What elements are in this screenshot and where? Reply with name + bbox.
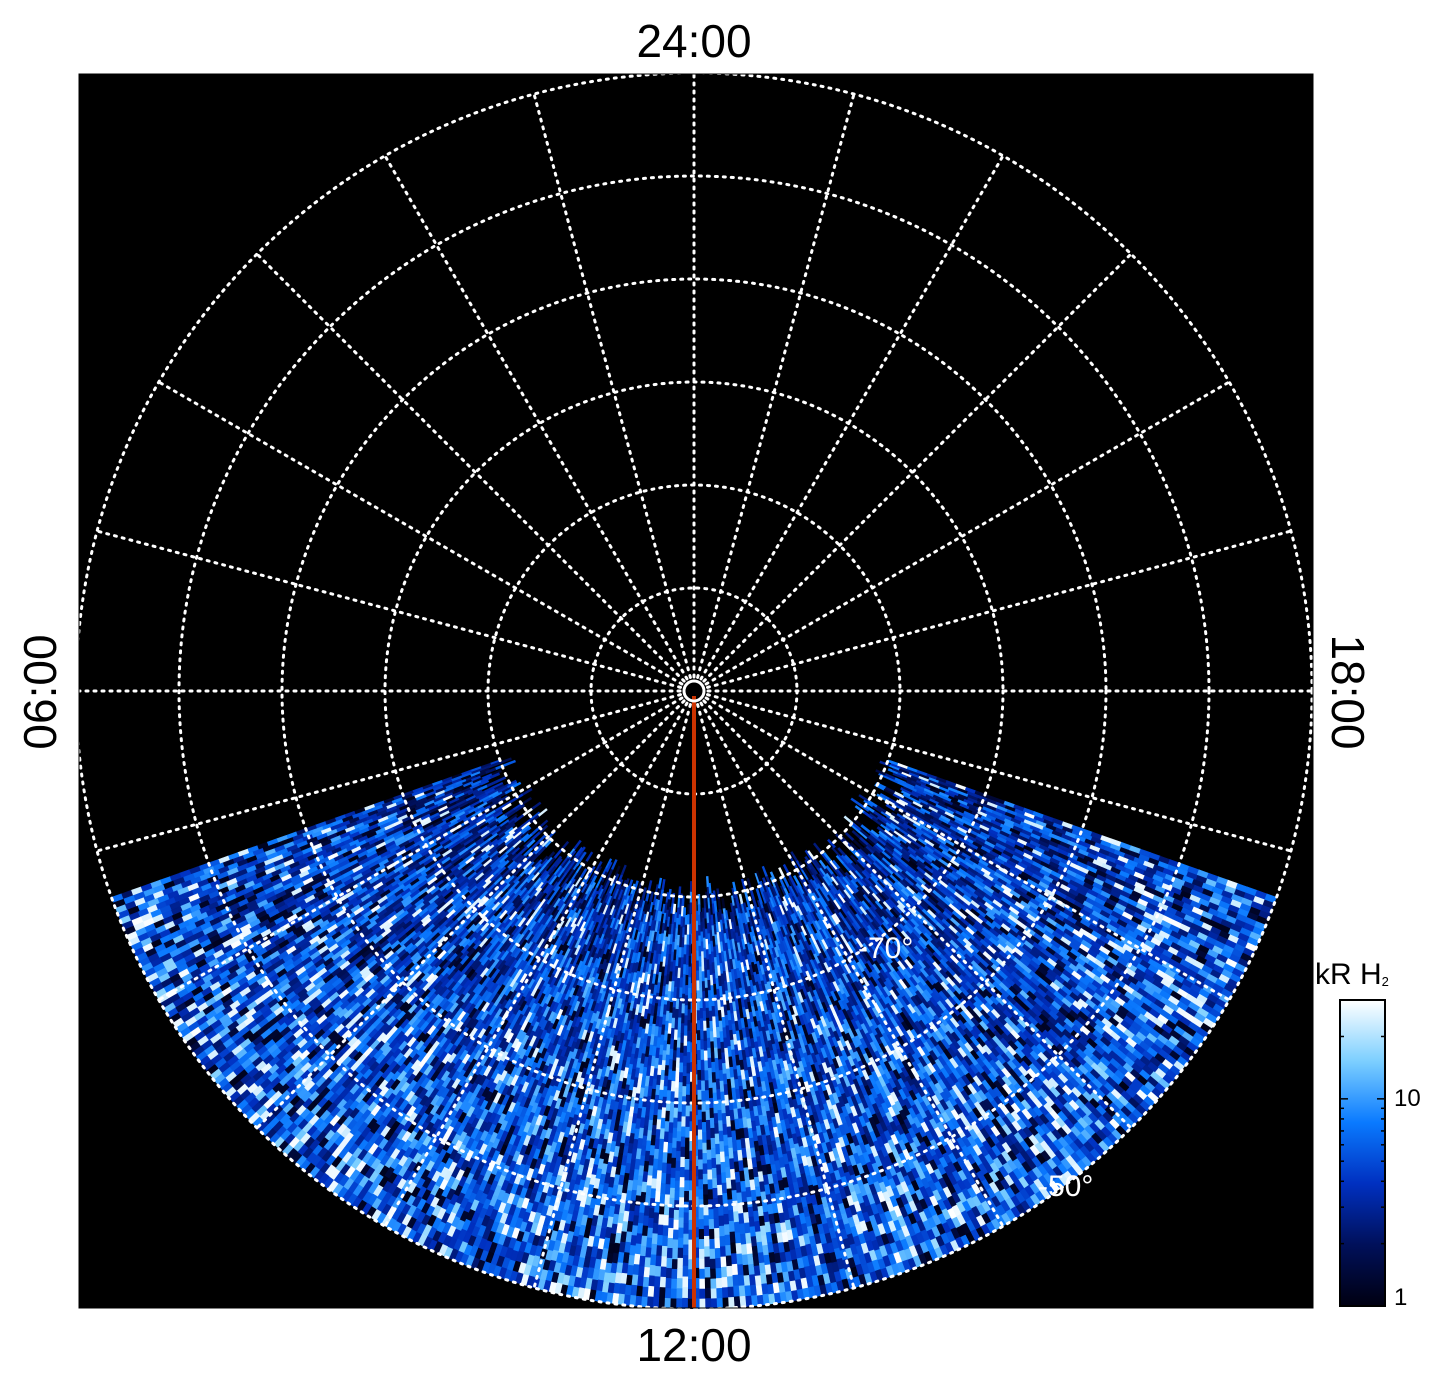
heatmap-cell <box>658 1214 665 1226</box>
heatmap-cell <box>661 1245 669 1258</box>
heatmap-cell <box>662 1235 669 1247</box>
heatmap-cell <box>659 1193 666 1205</box>
heatmap-cell <box>669 1111 675 1124</box>
heatmap-cell <box>648 1275 656 1287</box>
heatmap-cell <box>669 1101 675 1113</box>
heatmap-cell <box>657 1224 664 1236</box>
heatmap-cell <box>666 1153 673 1165</box>
heatmap-cell <box>664 1194 671 1206</box>
heatmap-cell <box>656 1245 663 1257</box>
heatmap-cell <box>653 1286 661 1299</box>
heatmap-cell <box>647 1285 655 1298</box>
heatmap-cell <box>643 1266 651 1278</box>
heatmap-cell <box>654 1276 662 1288</box>
heatmap-cell <box>663 1214 670 1227</box>
heatmap-cell <box>660 1256 668 1268</box>
heatmap-cell <box>641 1296 649 1308</box>
heatmap-cell <box>665 1173 672 1185</box>
heatmap-cell <box>655 1255 663 1267</box>
heatmap-cell <box>660 1183 667 1195</box>
heatmap-cell <box>636 1285 644 1298</box>
heatmap-cell <box>656 1234 664 1247</box>
heatmap-cell <box>665 1184 671 1196</box>
heatmap-cell <box>667 1142 673 1155</box>
heatmap-cell <box>666 1163 672 1175</box>
heatmap-cell <box>660 1172 667 1185</box>
heatmap-cell <box>662 1225 670 1237</box>
heatmap-cell <box>654 1265 662 1278</box>
heatmap-cell <box>641 1286 650 1298</box>
